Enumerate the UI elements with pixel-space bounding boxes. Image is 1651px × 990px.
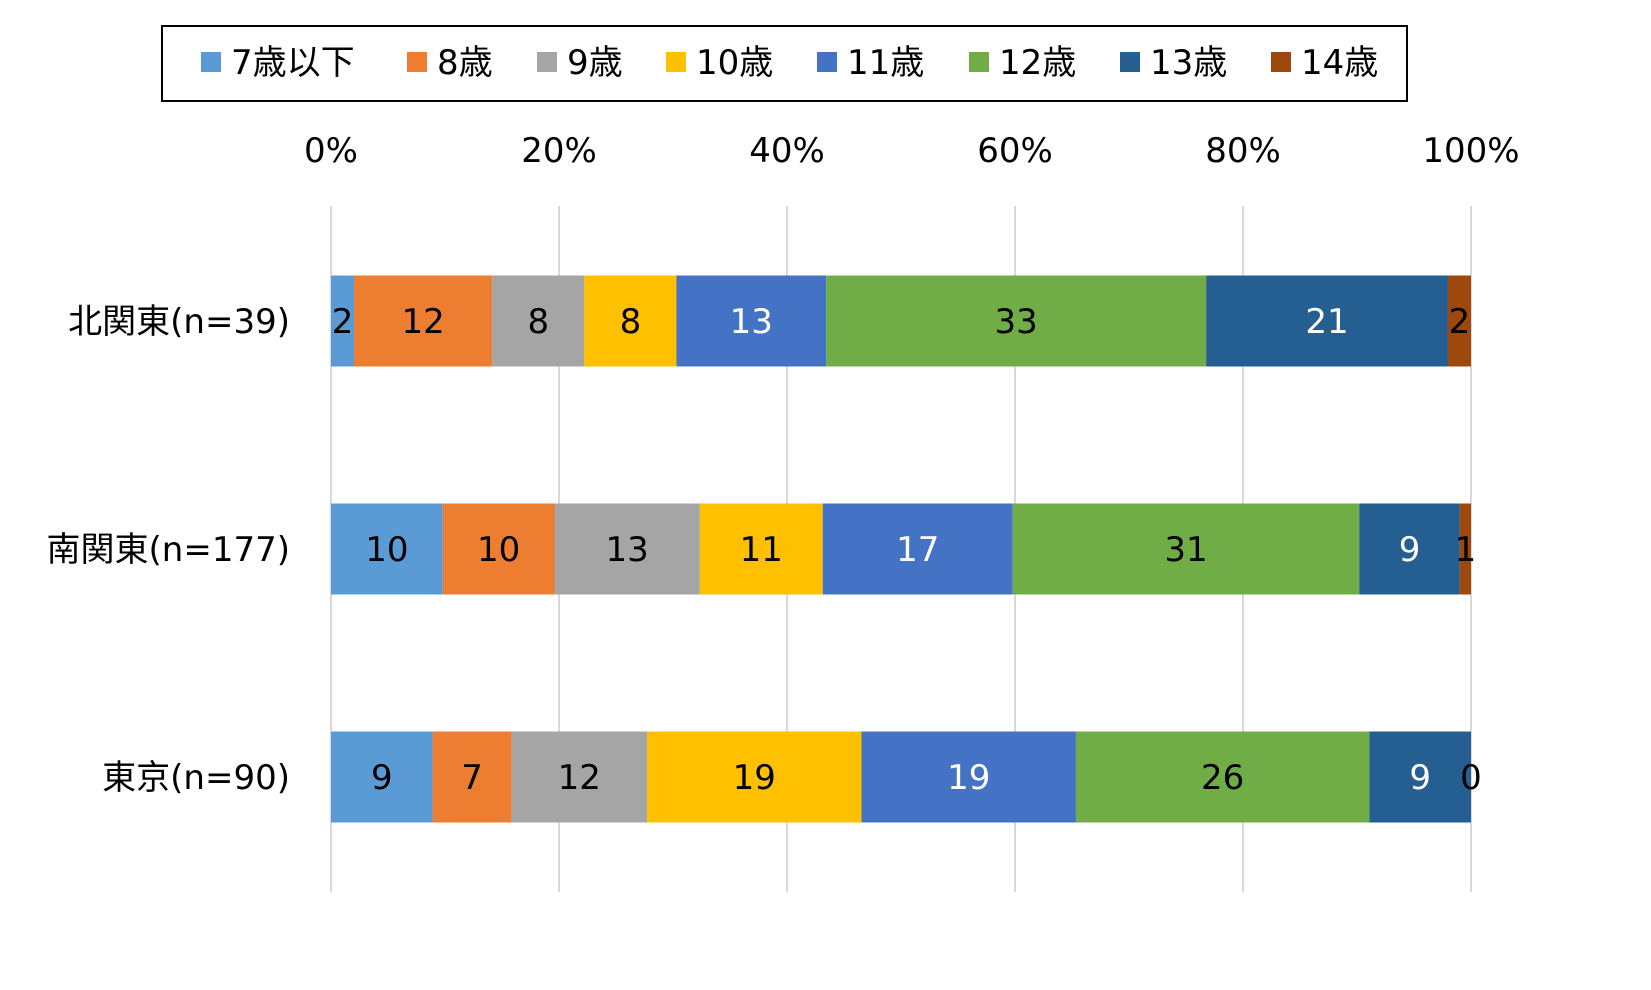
bar-row: 10 10 13 11 17 31 9 1 (331, 503, 1477, 595)
bar-row: 9 7 12 19 19 26 9 0 (331, 731, 1482, 823)
legend-item: 12歳 (969, 43, 1076, 83)
data-label: 33 (995, 302, 1038, 342)
x-tick-label: 100% (1422, 131, 1519, 171)
bar-segment (676, 275, 827, 367)
legend-item: 11歳 (817, 43, 924, 83)
bar-segment (331, 503, 443, 595)
category-label: 南関東(n=177) (47, 530, 290, 570)
bar-segment (861, 731, 1076, 823)
data-label: 9 (1409, 758, 1431, 798)
legend-item: 8歳 (407, 43, 493, 83)
data-label: 2 (332, 302, 354, 342)
bar-segment (511, 731, 648, 823)
data-label: 13 (730, 302, 773, 342)
x-axis-ticks: 0% 20% 40% 60% 80% 100% (304, 131, 1520, 171)
bar-row: 2 12 8 8 13 33 21 2 (331, 275, 1471, 367)
data-label: 12 (401, 302, 444, 342)
bar-segment (1459, 503, 1471, 595)
x-tick-label: 80% (1205, 131, 1281, 171)
bar-segment (432, 731, 512, 823)
category-labels: 北関東(n=39) 南関東(n=177) 東京(n=90) (47, 302, 290, 798)
legend-label: 7歳以下 (231, 43, 355, 83)
legend-label: 12歳 (999, 43, 1076, 83)
category-label: 北関東(n=39) (68, 302, 290, 342)
bar-segment (1369, 731, 1471, 823)
data-label: 9 (1399, 530, 1421, 570)
data-label: 1 (1455, 530, 1477, 570)
legend-label: 8歳 (437, 43, 493, 83)
legend-label: 13歳 (1150, 43, 1227, 83)
data-label: 19 (947, 758, 990, 798)
bar-segment (331, 731, 433, 823)
bar-segment (492, 275, 585, 367)
legend-swatch (1120, 52, 1140, 72)
legend-swatch (969, 52, 989, 72)
data-label: 17 (896, 530, 939, 570)
legend: 7歳以下 8歳 9歳 10歳 11歳 12歳 13歳 14歳 (161, 25, 1408, 102)
legend-label: 11歳 (847, 43, 924, 83)
legend-label: 10歳 (696, 43, 773, 83)
data-label: 10 (365, 530, 408, 570)
bar-segment (1447, 275, 1471, 367)
legend-item: 10歳 (666, 43, 773, 83)
bar-segment (1359, 503, 1460, 595)
bar-segment (442, 503, 555, 595)
x-tick-label: 20% (521, 131, 597, 171)
data-label: 12 (558, 758, 601, 798)
data-label: 19 (733, 758, 776, 798)
bars: 2 12 8 8 13 33 21 210 10 13 11 17 31 9 19 7 12 19 19 26 9 0 (331, 275, 1482, 823)
data-label: 10 (477, 530, 520, 570)
category-label: 東京(n=90) (102, 758, 290, 798)
data-label: 2 (1449, 302, 1471, 342)
data-label: 7 (461, 758, 483, 798)
x-tick-label: 0% (304, 131, 358, 171)
legend-swatch (201, 52, 221, 72)
legend-box (161, 25, 1408, 102)
legend-item: 9歳 (537, 43, 623, 83)
legend-swatch (817, 52, 837, 72)
data-label: 0 (1460, 758, 1482, 798)
legend-swatch (666, 52, 686, 72)
bar-segment (554, 503, 700, 595)
bar-segment (1075, 731, 1370, 823)
x-tick-label: 60% (977, 131, 1053, 171)
bar-segment (1206, 275, 1448, 367)
legend-item: 14歳 (1271, 43, 1378, 83)
data-label: 8 (620, 302, 642, 342)
legend-label: 9歳 (567, 43, 623, 83)
legend-swatch (407, 52, 427, 72)
bar-segment (331, 275, 355, 367)
bar-segment (826, 275, 1207, 367)
data-label: 11 (740, 530, 783, 570)
bar-segment (1012, 503, 1360, 595)
legend-item: 13歳 (1120, 43, 1227, 83)
bar-segment (354, 275, 493, 367)
data-label: 31 (1164, 530, 1207, 570)
data-label: 26 (1201, 758, 1244, 798)
legend-label: 14歳 (1301, 43, 1378, 83)
bar-segment (647, 731, 862, 823)
data-label: 21 (1305, 302, 1348, 342)
bar-segment (822, 503, 1013, 595)
data-label: 13 (606, 530, 649, 570)
legend-item: 7歳以下 (201, 43, 355, 83)
legend-swatch (1271, 52, 1291, 72)
bar-segment (699, 503, 823, 595)
bar-segment (584, 275, 677, 367)
data-label: 9 (371, 758, 393, 798)
data-label: 8 (527, 302, 549, 342)
x-tick-label: 40% (749, 131, 825, 171)
legend-swatch (537, 52, 557, 72)
